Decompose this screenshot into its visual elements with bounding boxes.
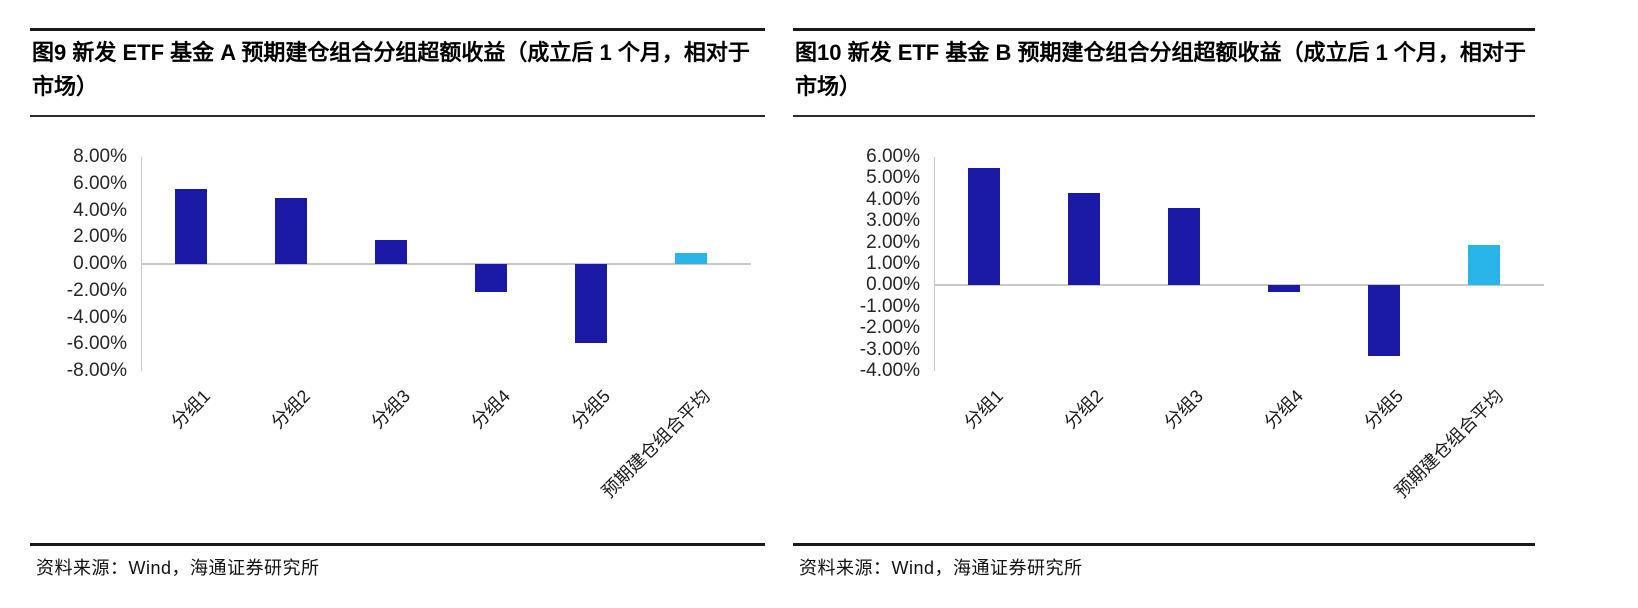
x-tick-label: 分组1	[960, 385, 1007, 433]
y-tick-label: 5.00%	[866, 167, 920, 189]
y-tick-label: -8.00%	[66, 360, 127, 381]
bar-6	[675, 253, 707, 264]
y-tick-label: -2.00%	[66, 279, 127, 301]
x-tick-label: 分组2	[267, 385, 314, 433]
x-tick-label: 分组3	[367, 385, 414, 433]
source-note: 资料来源：Wind，海通证券研究所	[36, 558, 320, 578]
x-tick-label: 分组3	[1160, 385, 1207, 433]
y-tick-label: 2.00%	[866, 231, 920, 253]
figure-title: 图10 新发 ETF 基金 B 预期建仓组合分组超额收益（成立后 1 个月，相对…	[795, 40, 1526, 99]
bar-2	[1068, 193, 1100, 286]
x-tick-label: 分组5	[1360, 385, 1407, 433]
figure-panel-b: 图10 新发 ETF 基金 B 预期建仓组合分组超额收益（成立后 1 个月，相对…	[793, 0, 1544, 608]
y-tick-label: 4.00%	[866, 188, 920, 210]
bar-2	[275, 198, 307, 264]
title-divider-rule	[793, 115, 1535, 117]
x-tick-label: 分组4	[467, 385, 514, 433]
y-tick-label: -4.00%	[859, 360, 920, 381]
bar-4	[475, 264, 507, 293]
y-tick-label: 2.00%	[73, 226, 127, 248]
bar-5	[575, 264, 607, 343]
y-tick-label: -1.00%	[859, 295, 920, 317]
bar-1	[968, 167, 1000, 286]
y-tick-label: -4.00%	[66, 306, 127, 328]
bottom-rule	[793, 543, 1535, 546]
x-tick-label: 分组4	[1260, 385, 1307, 433]
y-tick-label: 0.00%	[866, 274, 920, 296]
y-tick-label: 4.00%	[73, 199, 127, 221]
y-tick-label: -2.00%	[859, 317, 920, 339]
bar-chart-fund-b: 6.00% 5.00% 4.00% 3.00% 2.00% 1.00% 0.00% -1.00…	[793, 128, 1544, 520]
top-rule	[30, 28, 765, 31]
y-tick-label: 3.00%	[866, 210, 920, 232]
bar-1	[175, 189, 207, 264]
y-tick-label: 1.00%	[866, 253, 920, 274]
bottom-rule	[30, 543, 765, 546]
bar-4	[1268, 285, 1300, 292]
y-tick-label: -6.00%	[66, 333, 127, 355]
source-note: 资料来源：Wind，海通证券研究所	[799, 558, 1083, 578]
x-tick-label: 分组5	[567, 385, 614, 433]
zero-line	[934, 284, 1544, 287]
bar-5	[1368, 285, 1400, 356]
bar-3	[375, 239, 407, 264]
top-rule	[793, 28, 1535, 31]
figure-title: 图9 新发 ETF 基金 A 预期建仓组合分组超额收益（成立后 1 个月，相对于…	[32, 40, 750, 99]
y-tick-label: 8.00%	[73, 146, 127, 167]
x-tick-label: 分组1	[167, 385, 214, 433]
bar-6	[1468, 244, 1500, 286]
y-tick-label: 6.00%	[73, 172, 127, 194]
y-axis-line	[934, 157, 935, 371]
y-tick-label: -3.00%	[859, 338, 920, 360]
bar-3	[1168, 208, 1200, 286]
title-divider-rule	[30, 115, 765, 117]
figure-panel-a: 图9 新发 ETF 基金 A 预期建仓组合分组超额收益（成立后 1 个月，相对于…	[30, 0, 765, 608]
x-tick-label: 分组2	[1060, 385, 1107, 433]
y-tick-label: 0.00%	[73, 253, 127, 274]
zero-line	[141, 263, 751, 265]
y-tick-label: 6.00%	[866, 146, 920, 167]
bar-chart-fund-a: 8.00% 6.00% 4.00% 2.00% 0.00% -2.00% -4.00% -6.…	[30, 128, 765, 520]
